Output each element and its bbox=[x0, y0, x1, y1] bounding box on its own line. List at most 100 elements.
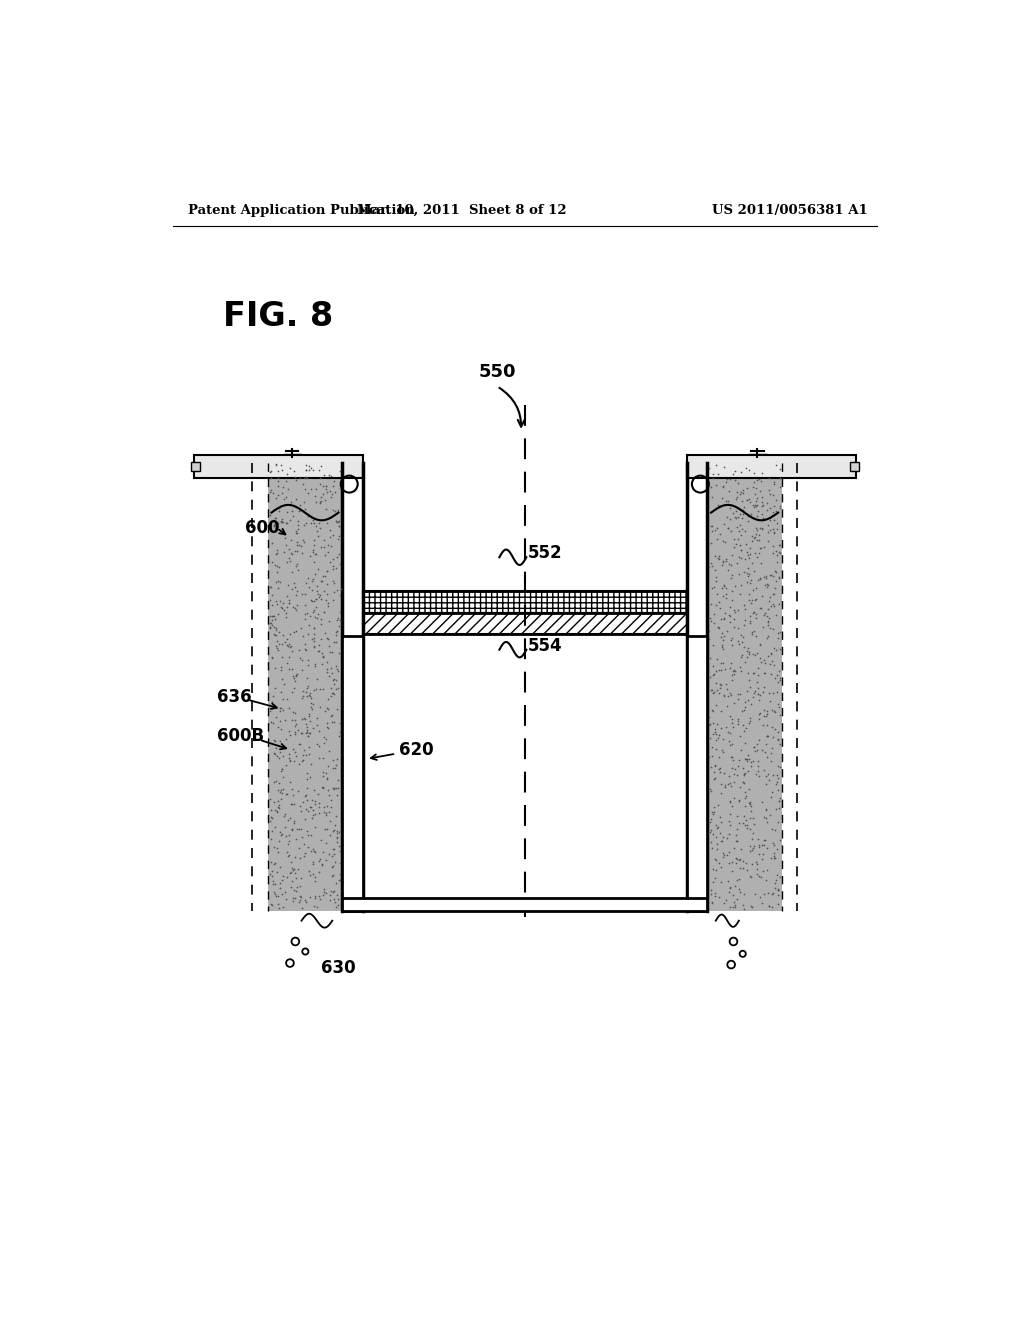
Point bbox=[321, 635, 337, 656]
Point bbox=[772, 733, 788, 754]
Point bbox=[274, 512, 291, 533]
Point bbox=[712, 822, 728, 843]
Point bbox=[290, 519, 306, 540]
Point bbox=[273, 759, 290, 780]
Point bbox=[272, 718, 289, 739]
Point bbox=[304, 808, 321, 829]
Point bbox=[303, 590, 319, 611]
Point bbox=[710, 795, 726, 816]
Point bbox=[305, 552, 322, 573]
Point bbox=[701, 727, 718, 748]
Point bbox=[701, 714, 718, 735]
Point bbox=[296, 467, 312, 488]
Point bbox=[735, 503, 752, 524]
Point bbox=[715, 550, 731, 572]
Point bbox=[300, 837, 316, 858]
Point bbox=[285, 506, 301, 527]
Point bbox=[711, 759, 727, 780]
Point bbox=[279, 463, 295, 484]
Point bbox=[736, 692, 753, 713]
Point bbox=[319, 560, 336, 581]
Point bbox=[755, 681, 771, 702]
Point bbox=[757, 677, 773, 698]
Point bbox=[733, 647, 750, 668]
Point bbox=[729, 830, 745, 851]
Point bbox=[743, 840, 760, 861]
Point bbox=[731, 564, 748, 585]
Point bbox=[300, 615, 316, 636]
Point bbox=[296, 532, 312, 553]
Point bbox=[716, 845, 732, 866]
Point bbox=[714, 623, 730, 644]
Point bbox=[329, 805, 345, 826]
Point bbox=[739, 744, 756, 766]
Point bbox=[272, 781, 289, 803]
Point bbox=[302, 767, 318, 788]
Point bbox=[718, 890, 734, 911]
Point bbox=[754, 792, 770, 813]
Point bbox=[748, 495, 764, 516]
Point bbox=[297, 890, 313, 911]
Point bbox=[282, 550, 298, 572]
Point bbox=[266, 623, 283, 644]
Point bbox=[739, 760, 756, 781]
Point bbox=[720, 491, 736, 512]
Point bbox=[269, 779, 286, 800]
Point bbox=[284, 640, 300, 661]
Point bbox=[263, 532, 280, 553]
Point bbox=[319, 627, 336, 648]
Point bbox=[284, 709, 300, 730]
Point bbox=[745, 528, 762, 549]
Point bbox=[310, 796, 327, 817]
Point bbox=[274, 668, 291, 689]
Text: 636: 636 bbox=[217, 689, 252, 706]
Point bbox=[294, 709, 310, 730]
Point bbox=[737, 853, 754, 874]
Point bbox=[311, 678, 328, 700]
Point bbox=[290, 510, 306, 531]
Point bbox=[722, 804, 738, 825]
Point bbox=[764, 715, 780, 737]
Point bbox=[766, 495, 782, 516]
Point bbox=[328, 873, 344, 894]
Point bbox=[702, 756, 719, 777]
Point bbox=[724, 796, 740, 817]
Point bbox=[264, 861, 281, 882]
Point bbox=[281, 539, 297, 560]
Point bbox=[754, 519, 770, 540]
Point bbox=[296, 739, 312, 760]
Point bbox=[286, 573, 302, 594]
Point bbox=[727, 507, 743, 528]
Point bbox=[751, 529, 767, 550]
Point bbox=[751, 690, 767, 711]
Point bbox=[305, 459, 322, 480]
Point bbox=[330, 777, 346, 799]
Point bbox=[765, 882, 781, 903]
Point bbox=[744, 896, 761, 917]
Point bbox=[771, 668, 787, 689]
Point bbox=[286, 879, 302, 900]
Point bbox=[285, 891, 301, 912]
Point bbox=[305, 602, 322, 623]
Point bbox=[751, 469, 767, 490]
Point bbox=[300, 704, 316, 725]
Point bbox=[286, 668, 302, 689]
Point bbox=[317, 498, 334, 519]
Point bbox=[705, 858, 721, 879]
Point bbox=[724, 711, 740, 733]
Point bbox=[303, 688, 319, 709]
Point bbox=[309, 734, 326, 755]
Point bbox=[287, 723, 303, 744]
Point bbox=[771, 791, 787, 812]
Point bbox=[748, 624, 764, 645]
Point bbox=[739, 814, 756, 836]
Point bbox=[713, 774, 729, 795]
Point bbox=[279, 842, 295, 863]
Point bbox=[266, 508, 283, 529]
Point bbox=[302, 886, 318, 907]
Point bbox=[760, 645, 776, 667]
Point bbox=[724, 709, 740, 730]
Point bbox=[290, 515, 306, 536]
Point bbox=[708, 730, 724, 751]
Point bbox=[322, 825, 338, 846]
